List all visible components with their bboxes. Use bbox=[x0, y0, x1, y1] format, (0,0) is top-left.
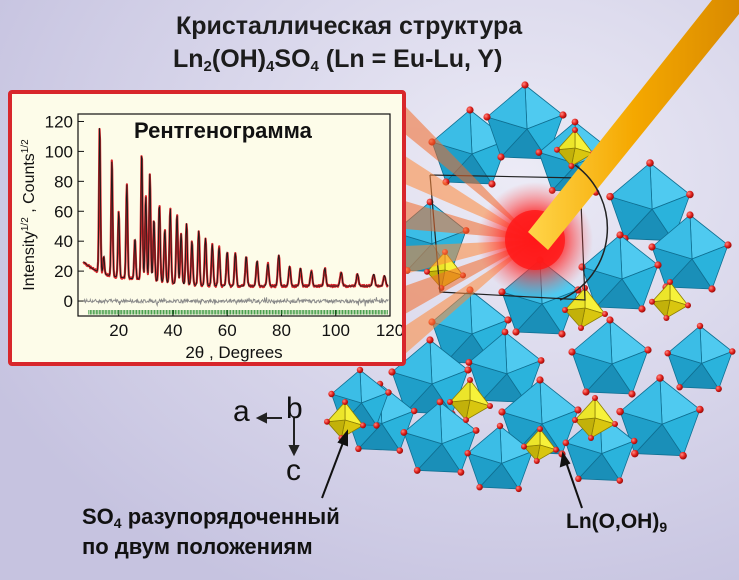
calculated-series bbox=[83, 128, 389, 287]
axis-label-a: a bbox=[233, 395, 250, 428]
y-tick-label: 0 bbox=[64, 292, 73, 311]
ln-polyhedron bbox=[664, 322, 736, 393]
y-tick-label: 40 bbox=[54, 232, 73, 251]
axis-label-c: c bbox=[286, 454, 301, 487]
x-axis-label: 2θ , Degrees bbox=[185, 343, 282, 362]
figure-title: Кристаллическая структура Ln2(OH)4SO4 (L… bbox=[170, 10, 730, 76]
ln-polyhedron bbox=[428, 286, 512, 368]
polyhedra-layer bbox=[324, 81, 736, 493]
sulfate-tetrahedron bbox=[649, 279, 691, 321]
ln-polyhedron bbox=[400, 398, 480, 476]
sulfate-tetrahedron bbox=[572, 395, 618, 441]
xray-beam bbox=[528, 0, 739, 250]
y-tick-label: 20 bbox=[54, 262, 73, 281]
y-axis-label: Intensity1/2 , Counts1/2 bbox=[20, 139, 38, 291]
x-tick-label: 100 bbox=[322, 321, 350, 340]
x-tick-label: 40 bbox=[163, 321, 182, 340]
title-line1: Кристаллическая структура bbox=[176, 12, 523, 40]
x-tick-label: 80 bbox=[272, 321, 291, 340]
polyhedron-label: Ln(O,OH)9 bbox=[566, 510, 668, 535]
pointer-arrows bbox=[321, 429, 583, 509]
y-tick-label: 80 bbox=[54, 172, 73, 191]
ln-polyhedron bbox=[616, 374, 704, 460]
sulfate-tetrahedron bbox=[554, 127, 596, 169]
ln-polyhedron bbox=[648, 211, 732, 293]
xrd-inset: 20 40 60 80 100 120 0 20 40 60 80 100 120 Рентгеногра… bbox=[8, 90, 406, 366]
chart-title: Рентгенограмма bbox=[134, 118, 313, 143]
x-tick-label: 120 bbox=[376, 321, 402, 340]
y-tick-label: 60 bbox=[54, 202, 73, 221]
sulfate-tetrahedron bbox=[447, 377, 493, 423]
ln-polyhedron bbox=[464, 422, 536, 493]
caption-line2: по двум положениям bbox=[82, 534, 313, 559]
plot-frame bbox=[77, 113, 391, 317]
sulfate-caption: SO4 разупорядоченный по двум положениям bbox=[82, 502, 340, 562]
x-tick-label: 20 bbox=[109, 321, 128, 340]
title-line2: Ln2(OH)4SO4 (Ln = Eu-Lu, Y) bbox=[173, 45, 503, 75]
ln-polyhedron bbox=[483, 81, 567, 163]
ln-polyhedron bbox=[568, 316, 652, 398]
caption-line1: SO4 разупорядоченный bbox=[82, 504, 340, 531]
sulfate-tetrahedron bbox=[521, 426, 559, 464]
y-tick-label: 120 bbox=[45, 112, 73, 131]
y-tick-label: 100 bbox=[45, 142, 73, 161]
ln-polyhedron bbox=[465, 328, 545, 406]
axis-label-b: b bbox=[286, 392, 303, 425]
difference-series bbox=[83, 297, 389, 308]
axes-arrows bbox=[255, 412, 300, 457]
xrd-chart: 20 40 60 80 100 120 0 20 40 60 80 100 120 Рентгеногра… bbox=[20, 112, 402, 362]
bragg-ticks bbox=[88, 310, 388, 315]
x-tick-label: 60 bbox=[218, 321, 237, 340]
